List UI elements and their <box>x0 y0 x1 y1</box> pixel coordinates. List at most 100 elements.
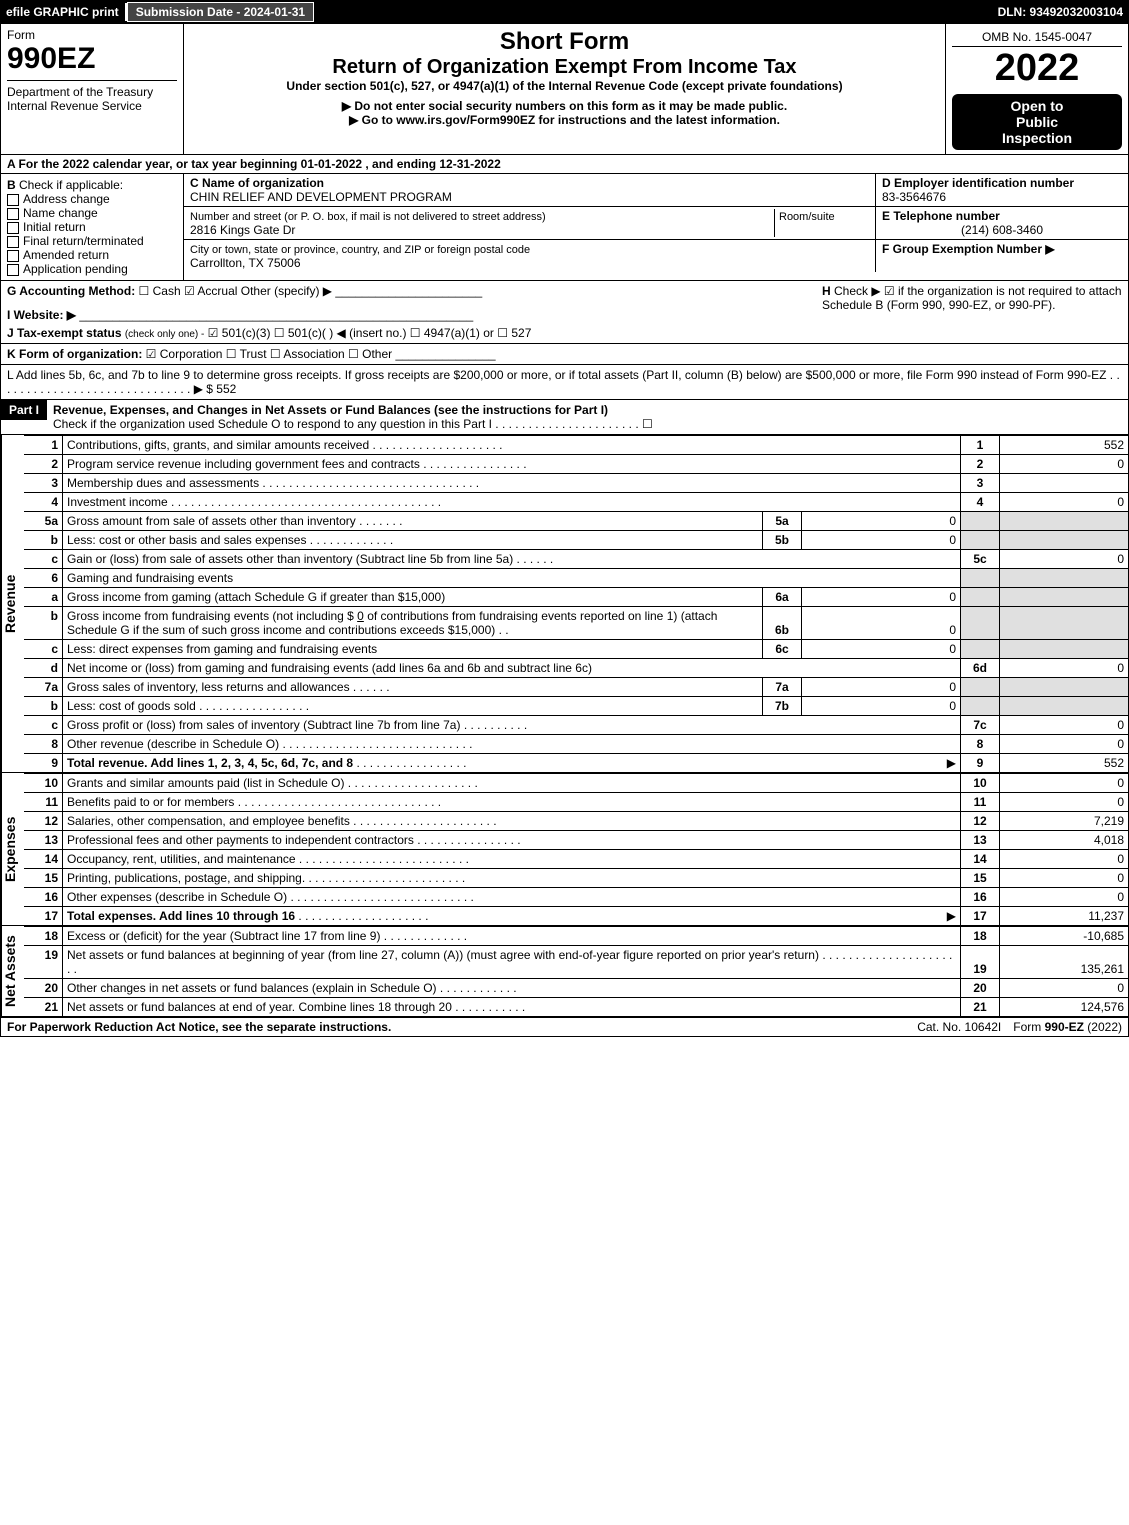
l20-amt: 0 <box>1000 979 1129 998</box>
dept-label: Department of the Treasury <box>7 85 177 99</box>
expenses-table: 10 Grants and similar amounts paid (list… <box>24 773 1128 925</box>
line-17: 17 Total expenses. Add lines 10 through … <box>24 907 1128 926</box>
l9-arrow: ▶ <box>947 756 956 770</box>
l5b-sub: 5b <box>763 531 802 550</box>
l6b-subamt: 0 <box>802 607 961 640</box>
l3-num: 3 <box>24 474 63 493</box>
l19-amt: 135,261 <box>1000 946 1129 979</box>
line-13: 13 Professional fees and other payments … <box>24 831 1128 850</box>
line-1: 1 Contributions, gifts, grants, and simi… <box>24 436 1128 455</box>
l21-box: 21 <box>961 998 1000 1017</box>
l5a-subamt: 0 <box>802 512 961 531</box>
h-cell: H Check ▶ ☑ if the organization is not r… <box>812 284 1122 340</box>
c-city-label: City or town, state or province, country… <box>190 244 530 256</box>
l6d-amt: 0 <box>1000 659 1129 678</box>
l2-amt: 0 <box>1000 455 1129 474</box>
netassets-table: 18 Excess or (deficit) for the year (Sub… <box>24 926 1128 1016</box>
l18-num: 18 <box>24 927 63 946</box>
header-left: Form 990EZ Department of the Treasury In… <box>1 24 184 154</box>
l5a-amt-shaded <box>1000 512 1129 531</box>
l6b-box-shaded <box>961 607 1000 640</box>
l9-amt: 552 <box>1000 754 1129 773</box>
h-label: H <box>822 284 831 298</box>
irs-label: Internal Revenue Service <box>7 99 177 113</box>
line-6c: c Less: direct expenses from gaming and … <box>24 640 1128 659</box>
org-city: Carrollton, TX 75006 <box>190 256 301 270</box>
section-a-tax-year: A For the 2022 calendar year, or tax yea… <box>0 155 1129 174</box>
line-21: 21 Net assets or fund balances at end of… <box>24 998 1128 1017</box>
part1-check[interactable]: ☐ <box>642 417 653 431</box>
chk-final-return[interactable] <box>7 236 19 248</box>
k-label: K Form of organization: <box>7 347 142 361</box>
l12-amt: 7,219 <box>1000 812 1129 831</box>
l6c-box-shaded <box>961 640 1000 659</box>
l16-box: 16 <box>961 888 1000 907</box>
chk-initial-return[interactable] <box>7 222 19 234</box>
l6d-box: 6d <box>961 659 1000 678</box>
f-group-label: F Group Exemption Number ▶ <box>882 242 1055 256</box>
l16-amt: 0 <box>1000 888 1129 907</box>
l17-num: 17 <box>24 907 63 926</box>
line-6b: b Gross income from fundraising events (… <box>24 607 1128 640</box>
l18-desc: Excess or (deficit) for the year (Subtra… <box>67 929 380 943</box>
line-18: 18 Excess or (deficit) for the year (Sub… <box>24 927 1128 946</box>
k-options: ☑ Corporation ☐ Trust ☐ Association ☐ Ot… <box>146 347 496 361</box>
line-5a: 5a Gross amount from sale of assets othe… <box>24 512 1128 531</box>
footer-left: For Paperwork Reduction Act Notice, see … <box>1 1018 911 1036</box>
line-6d: d Net income or (loss) from gaming and f… <box>24 659 1128 678</box>
l6a-subamt: 0 <box>802 588 961 607</box>
l7a-num: 7a <box>24 678 63 697</box>
l11-num: 11 <box>24 793 63 812</box>
line-7a: 7a Gross sales of inventory, less return… <box>24 678 1128 697</box>
l10-desc: Grants and similar amounts paid (list in… <box>67 776 344 790</box>
opt-address-change: Address change <box>23 192 110 206</box>
tax-year: 2022 <box>952 47 1122 90</box>
l7c-num: c <box>24 716 63 735</box>
l5c-amt: 0 <box>1000 550 1129 569</box>
l6a-desc: Gross income from gaming (attach Schedul… <box>67 590 445 604</box>
line-14: 14 Occupancy, rent, utilities, and maint… <box>24 850 1128 869</box>
l6b-sub: 6b <box>763 607 802 640</box>
line-11: 11 Benefits paid to or for members . . .… <box>24 793 1128 812</box>
section-bcdef: B Check if applicable: Address change Na… <box>0 174 1129 281</box>
l3-box: 3 <box>961 474 1000 493</box>
l8-box: 8 <box>961 735 1000 754</box>
l7b-subamt: 0 <box>802 697 961 716</box>
l7a-sub: 7a <box>763 678 802 697</box>
l20-desc: Other changes in net assets or fund bala… <box>67 981 437 995</box>
line-4: 4 Investment income . . . . . . . . . . … <box>24 493 1128 512</box>
l6b-desc1: Gross income from fundraising events (no… <box>67 609 354 623</box>
l5a-num: 5a <box>24 512 63 531</box>
line-5c: c Gain or (loss) from sale of assets oth… <box>24 550 1128 569</box>
chk-application-pending[interactable] <box>7 264 19 276</box>
topbar: efile GRAPHIC print Submission Date - 20… <box>0 0 1129 24</box>
l1-desc: Contributions, gifts, grants, and simila… <box>67 438 369 452</box>
l19-desc: Net assets or fund balances at beginning… <box>67 948 819 962</box>
l6d-desc: Net income or (loss) from gaming and fun… <box>67 661 592 675</box>
l7a-box-shaded <box>961 678 1000 697</box>
chk-amended[interactable] <box>7 250 19 262</box>
line-15: 15 Printing, publications, postage, and … <box>24 869 1128 888</box>
l21-num: 21 <box>24 998 63 1017</box>
l14-num: 14 <box>24 850 63 869</box>
l6a-sub: 6a <box>763 588 802 607</box>
l13-desc: Professional fees and other payments to … <box>67 833 414 847</box>
line-5b: b Less: cost or other basis and sales ex… <box>24 531 1128 550</box>
note-link[interactable]: ▶ Go to www.irs.gov/Form990EZ for instru… <box>190 113 939 127</box>
l15-amt: 0 <box>1000 869 1129 888</box>
l6c-subamt: 0 <box>802 640 961 659</box>
title-main: Return of Organization Exempt From Incom… <box>190 56 939 79</box>
l7c-amt: 0 <box>1000 716 1129 735</box>
l19-num: 19 <box>24 946 63 979</box>
l4-desc: Investment income <box>67 495 168 509</box>
c-name-label: C Name of organization <box>190 176 324 190</box>
room-label: Room/suite <box>779 211 835 223</box>
chk-name-change[interactable] <box>7 208 19 220</box>
l21-desc: Net assets or fund balances at end of ye… <box>67 1000 452 1014</box>
line-19: 19 Net assets or fund balances at beginn… <box>24 946 1128 979</box>
group-exemption-cell: F Group Exemption Number ▶ <box>876 240 1128 272</box>
submission-date-button[interactable]: Submission Date - 2024-01-31 <box>127 2 314 22</box>
l7a-desc: Gross sales of inventory, less returns a… <box>67 680 350 694</box>
chk-address-change[interactable] <box>7 194 19 206</box>
city-cell: City or town, state or province, country… <box>184 240 876 272</box>
